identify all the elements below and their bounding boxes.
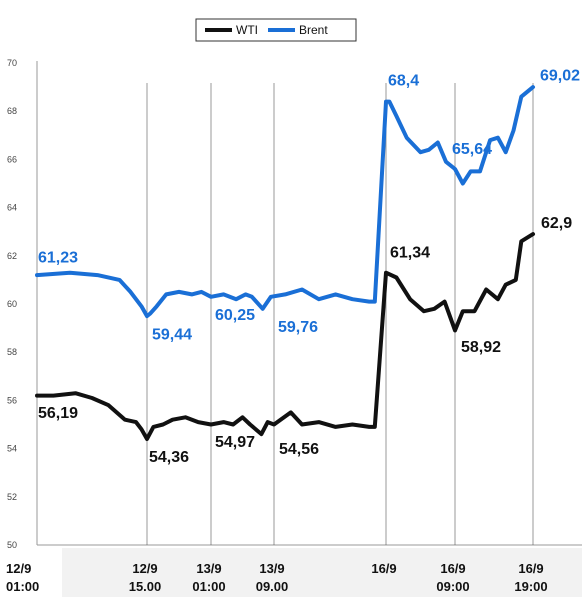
data-label-brent: 68,4 xyxy=(388,73,419,90)
data-label-wti: 54,97 xyxy=(215,434,255,451)
y-tick-label: 62 xyxy=(7,251,17,261)
x-tick-time: 19:00 xyxy=(514,579,547,594)
data-label-wti: 56,19 xyxy=(38,405,78,422)
y-tick-label: 70 xyxy=(7,58,17,68)
y-tick-label: 68 xyxy=(7,106,17,116)
x-tick-time: 01:00 xyxy=(6,579,39,594)
x-tick-date: 12/9 xyxy=(132,561,157,576)
y-tick-label: 66 xyxy=(7,154,17,164)
data-label-wti: 61,34 xyxy=(390,245,430,262)
data-label-brent: 59,44 xyxy=(152,326,192,343)
legend-wti-label: WTI xyxy=(236,23,258,37)
x-tick-date: 13/9 xyxy=(259,561,284,576)
series-line-brent xyxy=(35,85,535,319)
series-line-wti xyxy=(35,232,535,441)
x-tick-time: 09:00 xyxy=(436,579,469,594)
x-tick-time: 01:00 xyxy=(192,579,225,594)
data-label-brent: 60,25 xyxy=(215,307,255,324)
data-labels: 56,19 54,36 54,97 54,56 61,34 58,92 62,9 61,23 5… xyxy=(38,68,580,466)
y-tick-label: 56 xyxy=(7,395,17,405)
y-tick-label: 50 xyxy=(7,540,17,550)
data-label-wti: 62,9 xyxy=(541,215,572,232)
x-tick-date: 16/9 xyxy=(371,561,396,576)
x-tick-date: 13/9 xyxy=(196,561,221,576)
x-axis-band xyxy=(62,548,582,597)
y-tick-label: 58 xyxy=(7,347,17,357)
y-tick-label: 60 xyxy=(7,299,17,309)
x-tick-date: 16/9 xyxy=(440,561,465,576)
series-lines xyxy=(35,85,535,441)
x-tick-time: 09.00 xyxy=(256,579,289,594)
data-label-brent: 59,76 xyxy=(278,319,318,336)
x-axis: 12/9 01:00 12/9 15.00 13/9 01:00 13/9 09.00 16/9… xyxy=(6,544,582,597)
x-tick-date: 12/9 xyxy=(6,561,31,576)
data-label-brent: 65,64 xyxy=(452,141,492,158)
data-label-brent: 61,23 xyxy=(38,249,78,266)
data-label-brent: 69,02 xyxy=(540,68,580,85)
x-tick-time: 15.00 xyxy=(129,579,162,594)
y-tick-label: 64 xyxy=(7,203,17,213)
data-label-wti: 54,56 xyxy=(279,441,319,458)
data-label-wti: 54,36 xyxy=(149,449,189,466)
legend-brent-label: Brent xyxy=(299,23,328,37)
y-axis: 50 52 54 56 58 60 62 64 66 68 70 xyxy=(7,58,38,550)
x-tick-date: 16/9 xyxy=(518,561,543,576)
data-label-wti: 58,92 xyxy=(461,339,501,356)
y-tick-label: 54 xyxy=(7,444,17,454)
legend: WTI Brent xyxy=(195,18,357,42)
vertical-reference-lines xyxy=(146,83,534,545)
y-tick-label: 52 xyxy=(7,492,17,502)
